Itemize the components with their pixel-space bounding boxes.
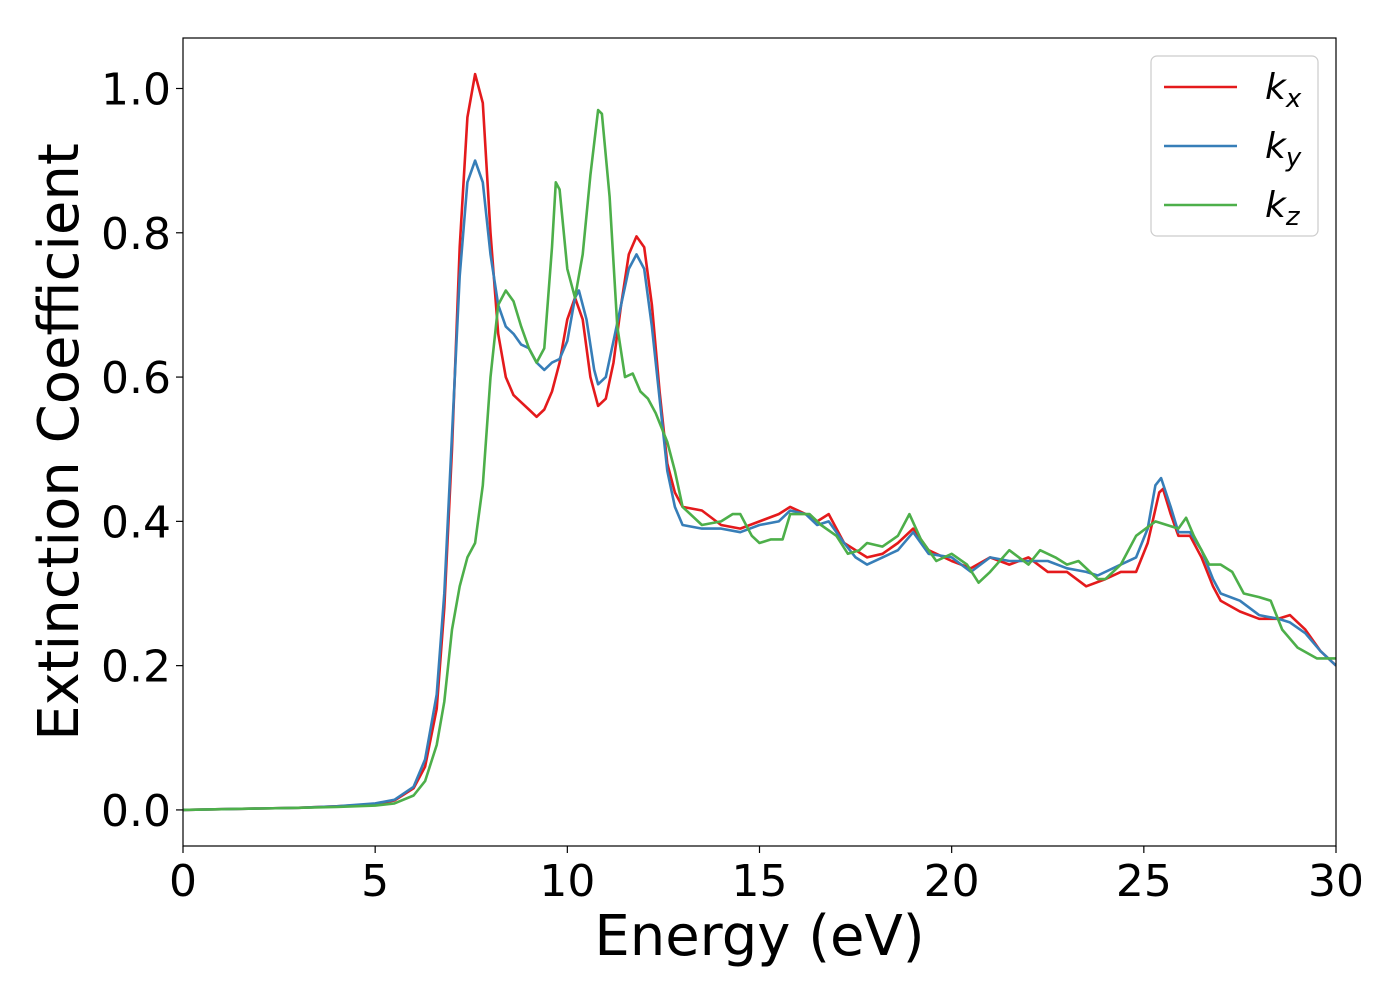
legend-label-ky: ky: [1265, 126, 1302, 173]
legend-label-kz: kz: [1265, 185, 1301, 232]
x-axis: 0 5 10 15 20 25 30: [169, 846, 1364, 907]
y-axis-title: Extinction Coefficient: [27, 143, 92, 741]
y-tick-label: 0.8: [101, 209, 171, 260]
legend-label-kx: kx: [1265, 67, 1302, 114]
x-tick-label: 10: [539, 856, 595, 907]
y-tick-label: 1.0: [101, 65, 171, 116]
y-tick-label: 0.4: [101, 497, 171, 548]
y-axis: 0.0 0.2 0.4 0.6 0.8 1.0: [101, 65, 183, 837]
y-tick-label: 0.6: [101, 353, 171, 404]
x-tick-label: 5: [361, 856, 389, 907]
legend: kx ky kz: [1150, 55, 1319, 237]
y-tick-label: 0.0: [101, 786, 171, 837]
series-layer: [183, 72, 1336, 812]
x-axis-title: Energy (eV): [594, 904, 924, 969]
x-tick-label: 15: [732, 856, 788, 907]
x-tick-label: 25: [1116, 856, 1172, 907]
series-line-kz: [183, 108, 1336, 812]
series-line-ky: [183, 159, 1336, 812]
x-tick-label: 20: [924, 856, 980, 907]
y-tick-label: 0.2: [101, 642, 171, 693]
series-line-kx: [183, 72, 1336, 812]
x-tick-label: 0: [169, 856, 197, 907]
x-tick-label: 30: [1308, 856, 1364, 907]
